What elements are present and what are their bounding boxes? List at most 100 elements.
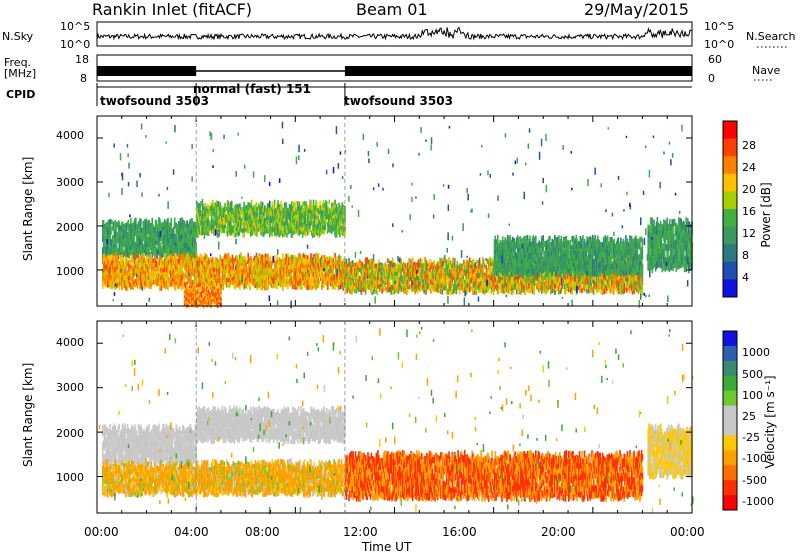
heatmap-cell <box>361 262 364 266</box>
heatmap-cell <box>157 267 159 271</box>
heatmap-cell <box>240 255 243 260</box>
heatmap-cell <box>244 270 247 274</box>
heatmap-cell <box>330 229 332 233</box>
heatmap-cell <box>167 246 169 252</box>
heatmap-cell <box>198 276 201 282</box>
heatmap-cell <box>211 292 213 295</box>
heatmap-cell <box>216 297 219 301</box>
heatmap-cell <box>436 275 439 280</box>
heatmap-cell <box>460 270 463 275</box>
heatmap-cell <box>306 255 309 261</box>
heatmap-cell <box>376 290 378 295</box>
heatmap-cell <box>307 280 310 286</box>
heatmap-cell <box>163 229 166 235</box>
heatmap-cell <box>107 250 110 256</box>
heatmap-cell <box>408 268 411 274</box>
heatmap-cell <box>317 268 320 274</box>
heatmap-cell <box>344 262 347 267</box>
heatmap-cell <box>139 244 141 250</box>
heatmap-cell <box>330 269 332 274</box>
heatmap-cell <box>193 283 196 287</box>
heatmap-cell <box>144 240 147 246</box>
heatmap-cell <box>363 268 366 272</box>
heatmap-cell <box>401 275 404 280</box>
heatmap-cell <box>364 257 367 263</box>
heatmap-cell <box>109 218 112 225</box>
heatmap-cell <box>251 211 254 217</box>
heatmap-cell <box>323 204 326 209</box>
heatmap-cell <box>323 263 326 268</box>
heatmap-cell <box>135 233 138 239</box>
heatmap-cell <box>208 228 211 233</box>
heatmap-cell <box>151 274 154 278</box>
heatmap-cell <box>175 254 178 259</box>
heatmap-cell <box>179 240 182 247</box>
heatmap-cell <box>259 264 261 268</box>
heatmap-cell <box>192 303 195 306</box>
heatmap-cell <box>258 283 260 289</box>
heatmap-cell <box>267 259 269 265</box>
heatmap-cell <box>123 238 126 243</box>
heatmap-cell <box>135 238 138 244</box>
heatmap-cell <box>273 284 275 288</box>
heatmap-cell <box>210 202 212 207</box>
heatmap-cell <box>375 285 378 290</box>
heatmap-cell <box>225 278 228 283</box>
heatmap-cell <box>299 254 302 260</box>
heatmap-cell <box>323 258 326 264</box>
heatmap-cell <box>198 271 201 277</box>
heatmap-cell <box>199 204 202 209</box>
heatmap-cell <box>176 228 178 234</box>
heatmap-cell <box>281 205 283 211</box>
heatmap-cell <box>289 264 292 269</box>
power-colorbar-tick: 20 <box>742 183 756 196</box>
heatmap-cell <box>450 260 453 266</box>
heatmap-cell <box>220 229 222 234</box>
heatmap-cell <box>276 269 278 275</box>
heatmap-cell <box>382 263 385 268</box>
heatmap-cell <box>125 222 128 228</box>
heatmap-cell <box>298 202 301 207</box>
heatmap-cell <box>295 261 297 267</box>
heatmap-cell <box>244 283 246 288</box>
heatmap-cell <box>304 212 307 217</box>
heatmap-cell <box>182 272 185 278</box>
heatmap-cell <box>185 302 188 306</box>
heatmap-cell <box>173 231 175 237</box>
heatmap-cell <box>157 232 159 238</box>
heatmap-cell <box>397 276 399 281</box>
nsearch-tick-high: 10^5 <box>704 20 735 33</box>
heatmap-cell <box>249 222 252 228</box>
heatmap-cell <box>163 253 166 259</box>
heatmap-cell <box>298 211 301 217</box>
heatmap-cell <box>139 218 141 224</box>
heatmap-cell <box>339 228 341 233</box>
heatmap-cell <box>175 231 178 237</box>
heatmap-cell <box>235 261 237 266</box>
heatmap-cell <box>374 279 377 284</box>
heatmap-cell <box>356 278 359 283</box>
heatmap-cell <box>426 274 429 278</box>
heatmap-cell <box>197 293 200 297</box>
heatmap-cell <box>304 268 307 274</box>
heatmap-cell <box>163 263 166 268</box>
heatmap-cell <box>159 235 161 242</box>
heatmap-cell <box>132 285 135 291</box>
heatmap-cell <box>340 230 343 236</box>
heatmap-cell <box>335 279 338 284</box>
heatmap-cell <box>192 280 194 286</box>
heatmap-cell <box>282 224 284 229</box>
heatmap-cell <box>149 252 151 257</box>
heatmap-cell <box>207 231 210 237</box>
heatmap-cell <box>321 214 323 220</box>
heatmap-cell <box>106 264 108 270</box>
heatmap-cell <box>159 243 162 249</box>
heatmap-cell <box>289 260 292 265</box>
heatmap-cell <box>213 283 216 287</box>
heatmap-cell <box>326 280 329 286</box>
heatmap-cell <box>190 275 193 281</box>
heatmap-cell <box>420 268 423 274</box>
heatmap-cell <box>204 295 207 298</box>
heatmap-cell <box>219 289 221 292</box>
heatmap-cell <box>388 278 391 283</box>
